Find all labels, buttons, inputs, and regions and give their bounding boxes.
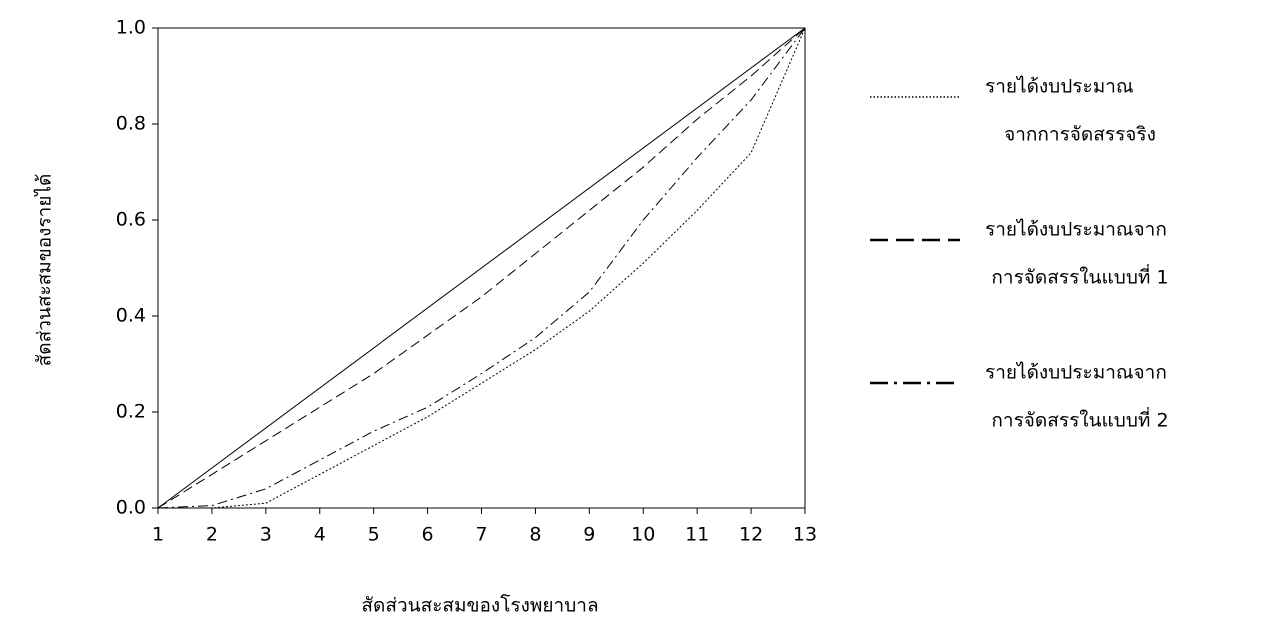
equality-line: [158, 28, 805, 508]
y-tick-label: 1.0: [116, 17, 146, 39]
x-tick-label: 1: [152, 524, 164, 546]
legend-label: จากการจัดสรรจริง: [1004, 124, 1156, 146]
x-tick-label: 5: [368, 524, 380, 546]
y-tick-label: 0.6: [116, 209, 146, 231]
legend-label: การจัดสรรในแบบที่ 1: [991, 264, 1168, 289]
x-tick-label: 3: [260, 524, 272, 546]
y-axis-title: สัดส่วนสะสมของรายได้: [34, 174, 56, 367]
legend-label: รายได้งบประมาณจาก: [985, 219, 1167, 241]
x-tick-label: 12: [739, 524, 763, 546]
y-tick-label: 0.2: [116, 401, 146, 423]
x-tick-label: 8: [529, 524, 541, 546]
x-tick-label: 2: [206, 524, 218, 546]
x-tick-label: 6: [422, 524, 434, 546]
y-tick-label: 0.4: [116, 305, 146, 327]
y-tick-label: 0.0: [116, 497, 146, 519]
x-tick-label: 7: [475, 524, 487, 546]
chart: สัดส่วนสะสมของโรงพยาบาล สัดส่วนสะสมของรา…: [0, 0, 1265, 620]
x-axis-title: สัดส่วนสะสมของโรงพยาบาล: [361, 594, 598, 617]
x-tick-label: 11: [685, 524, 709, 546]
legend-label: รายได้งบประมาณจาก: [985, 362, 1167, 384]
legend-label: การจัดสรรในแบบที่ 2: [991, 407, 1168, 432]
x-tick-label: 13: [793, 524, 817, 546]
x-tick-label: 9: [583, 524, 595, 546]
x-tick-label: 10: [631, 524, 655, 546]
x-tick-label: 4: [314, 524, 326, 546]
legend-label: รายได้งบประมาณ: [985, 76, 1134, 98]
y-tick-label: 0.8: [116, 113, 146, 135]
